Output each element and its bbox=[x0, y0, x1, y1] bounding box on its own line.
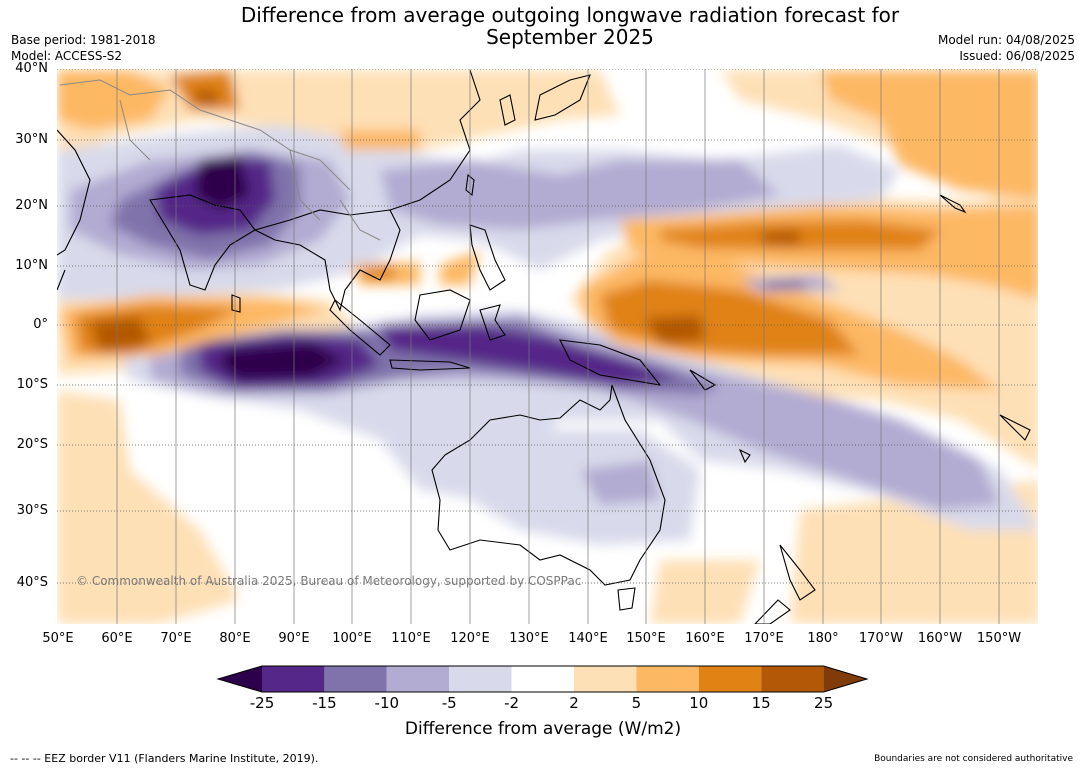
colorbar-tick: -15 bbox=[312, 694, 337, 712]
model-text: Model: ACCESS-S2 bbox=[11, 49, 123, 63]
colorbar-bin bbox=[324, 666, 387, 692]
lat-label: 40°N bbox=[15, 61, 48, 76]
issued-text: Issued: 06/08/2025 bbox=[959, 49, 1075, 63]
lon-label: 170°W bbox=[858, 631, 904, 646]
colorbar-bin bbox=[262, 666, 325, 692]
colorbar-tick: 10 bbox=[689, 694, 709, 712]
lon-label: 180° bbox=[807, 631, 839, 646]
colorbar-bin bbox=[574, 666, 637, 692]
lat-label: 10°S bbox=[16, 377, 48, 392]
lon-label: 150°W bbox=[976, 631, 1022, 646]
lon-label: 150°E bbox=[626, 631, 666, 646]
lon-label: 90°E bbox=[278, 631, 310, 646]
colorbar bbox=[216, 665, 869, 693]
boundaries-note: Boundaries are not considered authoritat… bbox=[874, 754, 1073, 764]
meta-left: Base period: 1981-2018 Model: ACCESS-S2 bbox=[11, 32, 156, 64]
colorbar-tick: -25 bbox=[249, 694, 275, 712]
lat-label: 30°S bbox=[16, 503, 48, 518]
model-run-text: Model run: 04/08/2025 bbox=[937, 33, 1075, 47]
lat-label: 30°N bbox=[15, 132, 48, 147]
lat-label: 20°N bbox=[15, 198, 48, 213]
lon-label: 70°E bbox=[160, 631, 192, 646]
base-period-text: Base period: 1981-2018 bbox=[11, 33, 156, 47]
lon-label: 50°E bbox=[42, 631, 74, 646]
eez-border-note: -- -- -- EEZ border V11 (Flanders Marine… bbox=[10, 752, 319, 765]
lon-label: 140°E bbox=[568, 631, 608, 646]
lat-label: 40°S bbox=[16, 575, 48, 590]
colorbar-tick: 25 bbox=[814, 694, 834, 712]
colorbar-tick: 2 bbox=[569, 694, 579, 712]
copyright-text: © Commonwealth of Australia 2025, Bureau… bbox=[76, 574, 582, 588]
colorbar-tick: 5 bbox=[631, 694, 642, 712]
colorbar-bin bbox=[698, 666, 762, 692]
colorbar-over-arrow bbox=[823, 666, 867, 692]
lon-label: 110°E bbox=[391, 631, 431, 646]
colorbar-tick: 15 bbox=[751, 694, 771, 712]
colorbar-tick: -10 bbox=[374, 694, 400, 712]
colorbar-bin bbox=[449, 666, 512, 692]
colorbar-title: Difference from average (W/m2) bbox=[404, 719, 682, 739]
lon-label: 170°E bbox=[744, 631, 784, 646]
lon-label: 130°E bbox=[509, 631, 549, 646]
meridians bbox=[116, 69, 1000, 624]
title-line-2: September 2025 bbox=[486, 25, 654, 49]
lon-label: 80°E bbox=[219, 631, 251, 646]
anomaly-field bbox=[57, 69, 1038, 624]
lon-label: 160°W bbox=[917, 631, 963, 646]
colorbar-tick: -5 bbox=[441, 694, 457, 712]
meta-right: Model run: 04/08/2025 Issued: 06/08/2025 bbox=[938, 32, 1075, 64]
lat-label: 0° bbox=[33, 317, 48, 332]
colorbar-bin bbox=[761, 666, 824, 692]
lon-label: 160°E bbox=[685, 631, 725, 646]
lat-label: 20°S bbox=[16, 437, 48, 452]
title-line-1: Difference from average outgoing longwav… bbox=[240, 3, 900, 27]
colorbar-bin bbox=[636, 666, 699, 692]
colorbar-bin bbox=[386, 666, 450, 692]
lon-label: 120°E bbox=[450, 631, 490, 646]
colorbar-tick: -2 bbox=[504, 694, 520, 712]
map-title: Difference from average outgoing longwav… bbox=[150, 4, 990, 48]
colorbar-under-arrow bbox=[218, 666, 262, 692]
lat-label: 10°N bbox=[15, 258, 48, 273]
colorbar-bin bbox=[511, 666, 574, 692]
lon-label: 60°E bbox=[101, 631, 133, 646]
lon-label: 100°E bbox=[332, 631, 372, 646]
